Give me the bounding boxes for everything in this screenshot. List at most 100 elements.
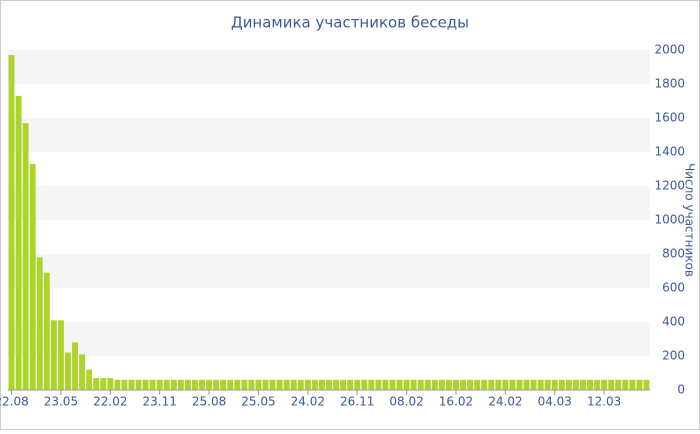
bar bbox=[100, 378, 107, 390]
bar bbox=[368, 379, 375, 390]
bar bbox=[255, 379, 262, 390]
bar bbox=[347, 379, 354, 390]
bar bbox=[565, 379, 572, 390]
bar bbox=[50, 320, 57, 390]
bar bbox=[72, 342, 78, 390]
bar bbox=[170, 379, 177, 390]
bar bbox=[382, 379, 389, 390]
bar bbox=[396, 379, 403, 390]
x-tick-label: 12.03 bbox=[587, 395, 621, 409]
bar bbox=[608, 379, 615, 390]
x-tick-label: 22.08 bbox=[0, 395, 29, 409]
bar bbox=[474, 379, 481, 390]
bar bbox=[551, 379, 558, 390]
bar bbox=[227, 379, 234, 390]
bar bbox=[558, 379, 565, 390]
bar bbox=[22, 123, 29, 390]
x-tick-label: 24.02 bbox=[291, 395, 325, 409]
bar bbox=[544, 379, 551, 390]
bar bbox=[453, 379, 459, 390]
bar bbox=[163, 379, 170, 390]
bar bbox=[15, 95, 22, 391]
bar bbox=[354, 379, 361, 390]
y-tick-label: 2000 bbox=[654, 43, 685, 57]
bar bbox=[580, 379, 586, 390]
bar bbox=[410, 379, 417, 390]
y-tick-label: 1400 bbox=[654, 145, 685, 159]
bar bbox=[537, 379, 544, 390]
bar bbox=[326, 379, 332, 390]
bar bbox=[488, 379, 495, 390]
x-tick-label: 26.11 bbox=[340, 395, 374, 409]
bar bbox=[481, 379, 488, 390]
bar bbox=[290, 379, 297, 390]
y-tick-label: 600 bbox=[662, 281, 685, 295]
grid-band bbox=[8, 50, 650, 84]
bar bbox=[93, 378, 100, 390]
bar bbox=[220, 379, 227, 390]
bar bbox=[389, 379, 396, 390]
bar bbox=[643, 379, 650, 390]
bar bbox=[206, 379, 213, 390]
bar bbox=[184, 379, 191, 390]
bar bbox=[530, 379, 537, 390]
bar bbox=[375, 379, 382, 390]
bar bbox=[311, 379, 318, 390]
bar bbox=[636, 379, 643, 390]
x-tick-label: 04.03 bbox=[538, 395, 572, 409]
bar bbox=[318, 379, 325, 390]
bar bbox=[594, 379, 601, 390]
x-tick-label: 25.05 bbox=[241, 395, 275, 409]
y-tick-label: 1200 bbox=[654, 179, 685, 193]
x-tick-label: 25.08 bbox=[192, 395, 226, 409]
x-tick-label: 24.02 bbox=[488, 395, 522, 409]
bar bbox=[460, 379, 467, 390]
bar bbox=[417, 379, 424, 390]
bar bbox=[431, 379, 438, 390]
bar bbox=[495, 379, 502, 390]
bar bbox=[615, 379, 622, 390]
bar bbox=[121, 379, 128, 390]
bar bbox=[403, 379, 410, 390]
bar bbox=[57, 320, 64, 390]
grid-band bbox=[8, 118, 650, 152]
bar bbox=[36, 257, 43, 390]
x-tick-label: 22.02 bbox=[93, 395, 127, 409]
bar bbox=[29, 163, 36, 390]
bar bbox=[516, 379, 523, 390]
bar bbox=[304, 379, 311, 390]
bar bbox=[213, 379, 220, 390]
bar bbox=[43, 272, 50, 390]
bar bbox=[177, 379, 184, 390]
bar bbox=[333, 379, 340, 390]
bar bbox=[523, 379, 530, 390]
x-tick-label: 08.02 bbox=[389, 395, 423, 409]
bar bbox=[269, 379, 276, 390]
x-tick-label: 16.02 bbox=[439, 395, 473, 409]
bar bbox=[502, 379, 509, 390]
bar bbox=[248, 379, 255, 390]
grid-band bbox=[8, 254, 650, 288]
bar bbox=[142, 379, 149, 390]
grid-band bbox=[8, 322, 650, 356]
y-tick-label: 1800 bbox=[654, 77, 685, 91]
bar bbox=[149, 379, 156, 390]
bar bbox=[79, 354, 86, 390]
bar bbox=[467, 379, 474, 390]
grid-band bbox=[8, 186, 650, 220]
bar bbox=[361, 379, 368, 390]
y-axis-title: Число участников bbox=[683, 163, 697, 277]
bar bbox=[424, 379, 431, 390]
bar bbox=[241, 379, 248, 390]
bar bbox=[445, 379, 452, 390]
bar bbox=[601, 379, 608, 390]
bar bbox=[438, 379, 445, 390]
bar bbox=[509, 379, 516, 390]
x-tick-label: 23.11 bbox=[143, 395, 177, 409]
bar bbox=[340, 379, 347, 390]
bar bbox=[587, 379, 593, 390]
bar bbox=[572, 379, 579, 390]
bar bbox=[297, 379, 304, 390]
y-tick-label: 800 bbox=[662, 247, 685, 261]
